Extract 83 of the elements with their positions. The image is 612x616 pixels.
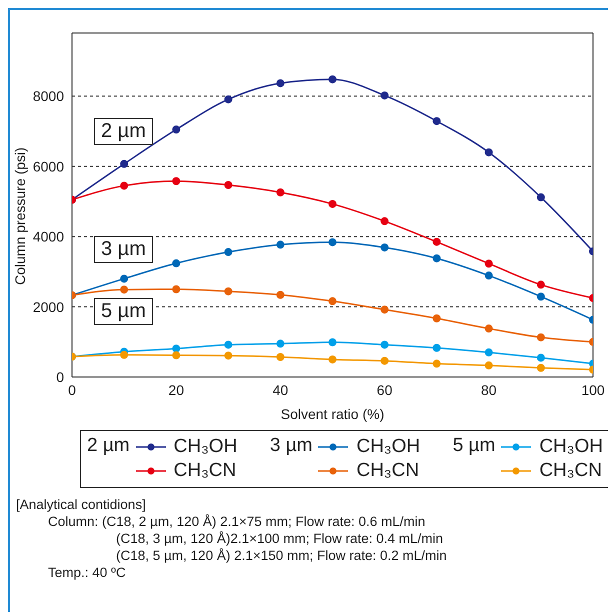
point xyxy=(172,259,180,268)
legend-label: CH₃OH xyxy=(356,436,420,458)
point xyxy=(484,260,493,268)
text: (C18, 3 µm, 120 Å)2.1×100 mm; Flow rate: 0.4 mL/min xyxy=(116,530,444,547)
x-tick-label: 60 xyxy=(376,382,393,398)
point xyxy=(328,338,336,346)
annotation: 5 µm xyxy=(94,298,153,325)
point xyxy=(484,361,493,370)
point xyxy=(380,217,389,226)
point xyxy=(276,188,284,196)
point xyxy=(484,348,493,356)
point xyxy=(172,177,180,186)
legend-label: CH₃CN xyxy=(539,460,602,482)
point xyxy=(536,333,545,342)
point xyxy=(484,272,493,280)
point xyxy=(224,180,232,189)
point xyxy=(224,340,232,349)
y-tick-label: 2000 xyxy=(32,298,64,315)
point xyxy=(536,354,545,362)
y-tick-label: 4000 xyxy=(32,228,64,245)
point xyxy=(172,285,180,294)
point xyxy=(432,254,441,262)
point xyxy=(224,95,232,104)
x-axis-title: Solvent ratio (%) xyxy=(280,406,384,422)
legend-label: CH₃CN xyxy=(356,460,420,482)
point xyxy=(328,200,336,208)
point xyxy=(484,324,493,333)
point xyxy=(380,91,389,100)
point xyxy=(432,314,441,322)
annotation: 2 µm xyxy=(94,118,153,145)
y-axis-title: Column pressure (psi) xyxy=(12,147,28,285)
text: (C18, 5 µm, 120 Å) 2.1×150 mm; Flow rate: 0.2 mL/min xyxy=(116,547,448,564)
point xyxy=(432,238,441,246)
point xyxy=(276,290,284,299)
point xyxy=(432,360,441,368)
point xyxy=(276,340,284,348)
text: [Analytical contidions] xyxy=(16,496,147,513)
point xyxy=(120,160,128,168)
point xyxy=(432,117,441,126)
point xyxy=(328,75,336,84)
x-tick-label: 0 xyxy=(68,382,76,398)
point xyxy=(536,292,545,301)
point xyxy=(484,148,493,156)
point xyxy=(224,352,232,360)
text: 2 µm xyxy=(87,435,130,456)
x-tick-label: 100 xyxy=(581,382,605,398)
point xyxy=(328,297,336,306)
point xyxy=(380,340,389,349)
point xyxy=(380,243,389,252)
x-tick-label: 40 xyxy=(272,382,288,398)
point xyxy=(120,274,128,283)
y-tick-label: 0 xyxy=(56,368,64,385)
point xyxy=(276,352,284,361)
legend-label: CH₃OH xyxy=(174,436,238,458)
x-tick-label: 80 xyxy=(481,382,497,398)
point xyxy=(536,193,545,202)
text: 5 µm xyxy=(452,435,496,456)
point xyxy=(276,240,284,249)
y-tick-label: 6000 xyxy=(32,158,64,174)
x-tick-label: 20 xyxy=(168,382,184,398)
point xyxy=(432,344,441,352)
point xyxy=(536,364,545,372)
point xyxy=(120,182,128,190)
text: 3 µm xyxy=(270,435,312,456)
annotation: 3 µm xyxy=(94,236,153,263)
point xyxy=(224,287,232,296)
point xyxy=(328,238,336,246)
point xyxy=(380,356,389,365)
legend-label: CH₃OH xyxy=(539,436,603,458)
point xyxy=(276,79,284,88)
point xyxy=(328,355,336,364)
point xyxy=(224,248,232,256)
legend-label: CH₃CN xyxy=(174,460,236,482)
y-tick-label: 8000 xyxy=(32,88,64,104)
point xyxy=(120,350,128,359)
point xyxy=(120,286,128,294)
point xyxy=(380,306,389,314)
text: Column: (C18, 2 µm, 120 Å) 2.1×75 mm; Flow rate: 0.6 mL/min xyxy=(48,513,426,530)
point xyxy=(172,351,180,360)
point xyxy=(536,280,545,289)
point xyxy=(172,344,180,353)
text: Temp.: 40 ºC xyxy=(48,564,127,581)
point xyxy=(172,126,180,134)
